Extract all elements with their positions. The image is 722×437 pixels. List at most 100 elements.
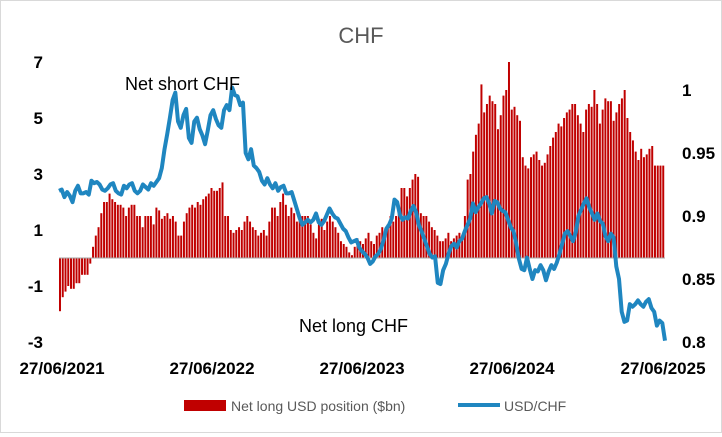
bar xyxy=(480,84,483,259)
bar xyxy=(185,213,188,258)
bar xyxy=(662,165,665,258)
x-tick-label: 27/06/2021 xyxy=(19,359,104,378)
bar xyxy=(238,227,241,258)
bar xyxy=(163,216,166,258)
bar xyxy=(612,120,615,258)
bar xyxy=(507,62,510,258)
x-tick-label: 27/06/2024 xyxy=(469,359,555,378)
bar xyxy=(560,126,563,259)
bar xyxy=(174,221,177,258)
bar xyxy=(196,202,199,258)
bar xyxy=(114,202,117,258)
right-tick-label: 0.8 xyxy=(682,333,706,352)
right-tick-label: 1 xyxy=(682,81,691,100)
bar xyxy=(103,202,106,258)
bar xyxy=(180,235,183,258)
bar xyxy=(86,258,89,275)
bar xyxy=(293,213,296,258)
bar xyxy=(193,207,196,258)
bar xyxy=(182,221,185,258)
bar xyxy=(92,246,95,258)
left-tick-label: -1 xyxy=(28,277,43,296)
bar xyxy=(83,258,86,275)
bar xyxy=(496,129,499,258)
bar xyxy=(466,179,469,258)
bar xyxy=(637,160,640,258)
bar xyxy=(320,218,323,258)
bar xyxy=(213,190,216,258)
bar xyxy=(618,104,621,258)
left-tick-label: 7 xyxy=(34,53,43,72)
bar xyxy=(463,216,466,258)
bar xyxy=(378,232,381,258)
bar xyxy=(364,238,367,258)
bar xyxy=(425,216,428,258)
bar xyxy=(133,204,136,258)
bar xyxy=(348,252,351,258)
legend-bar-label: Net long USD position ($bn) xyxy=(231,398,405,414)
bar xyxy=(75,258,78,284)
bar xyxy=(298,216,301,258)
bar xyxy=(587,104,590,258)
bar xyxy=(309,224,312,258)
bar xyxy=(268,221,271,258)
bar xyxy=(554,132,557,258)
bar xyxy=(243,221,246,258)
bar xyxy=(166,213,169,258)
bar xyxy=(141,227,144,258)
bar xyxy=(607,101,610,258)
bar xyxy=(81,258,84,275)
bar xyxy=(502,95,505,258)
bar xyxy=(535,151,538,258)
bar xyxy=(620,98,623,259)
bar xyxy=(659,165,662,258)
bar xyxy=(125,216,128,258)
bar xyxy=(229,230,232,258)
bar xyxy=(155,207,158,258)
bar xyxy=(279,202,282,258)
bar xyxy=(116,204,119,258)
bar xyxy=(574,104,577,258)
bar xyxy=(89,258,92,264)
bar xyxy=(386,224,389,258)
bar xyxy=(477,123,480,258)
bar xyxy=(334,227,337,258)
annotation-net-short: Net short CHF xyxy=(125,74,240,94)
x-tick-label: 27/06/2022 xyxy=(169,359,254,378)
bar xyxy=(122,207,125,258)
bar xyxy=(171,216,174,258)
legend-bar-swatch xyxy=(184,400,226,411)
bar xyxy=(61,258,64,298)
bar xyxy=(188,207,191,258)
bar xyxy=(127,207,130,258)
bar xyxy=(221,182,224,258)
bar xyxy=(541,165,544,258)
bar xyxy=(262,230,265,258)
bar xyxy=(499,115,502,258)
bar xyxy=(626,118,629,258)
bar xyxy=(271,207,274,258)
bar xyxy=(629,132,632,258)
bar xyxy=(257,235,260,258)
bar xyxy=(389,216,392,258)
bar xyxy=(631,140,634,258)
bar xyxy=(260,232,263,258)
bar xyxy=(204,196,207,258)
bar xyxy=(552,137,555,258)
bar xyxy=(609,101,612,258)
bar xyxy=(439,241,442,258)
bar xyxy=(246,216,249,258)
bar xyxy=(78,258,81,284)
bar xyxy=(408,188,411,258)
bar xyxy=(510,109,513,258)
x-axis-ticks: 27/06/2021 27/06/2022 27/06/2023 27/06/2024… xyxy=(19,359,705,378)
bar xyxy=(485,104,488,258)
bar xyxy=(461,235,464,258)
bar xyxy=(105,202,108,258)
bar xyxy=(152,224,155,258)
bar xyxy=(615,112,618,259)
bar xyxy=(474,134,477,258)
usdchf-line xyxy=(58,85,667,342)
bar xyxy=(411,179,414,258)
